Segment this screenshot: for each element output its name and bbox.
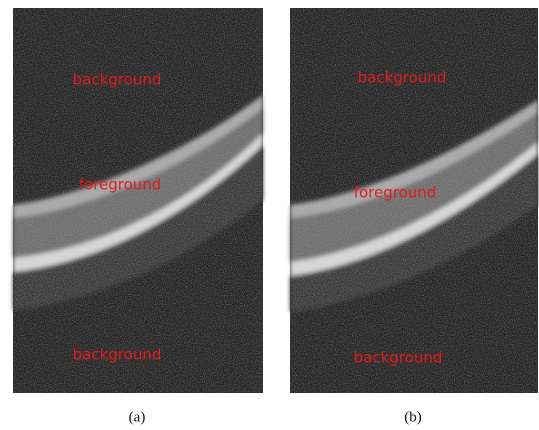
panel-b: background foreground background (b)	[290, 8, 538, 425]
region-label: background	[73, 346, 162, 364]
region-label: background	[358, 69, 447, 87]
panel-a: background foreground background (a)	[13, 8, 263, 425]
figure: background foreground background (a) bac…	[0, 0, 539, 430]
region-label: background	[73, 71, 162, 89]
speckle	[13, 8, 263, 393]
region-label: background	[354, 349, 443, 367]
caption: (a)	[129, 409, 146, 425]
region-label: foreground	[79, 176, 162, 194]
region-label: foreground	[354, 184, 437, 202]
caption: (b)	[404, 409, 422, 425]
